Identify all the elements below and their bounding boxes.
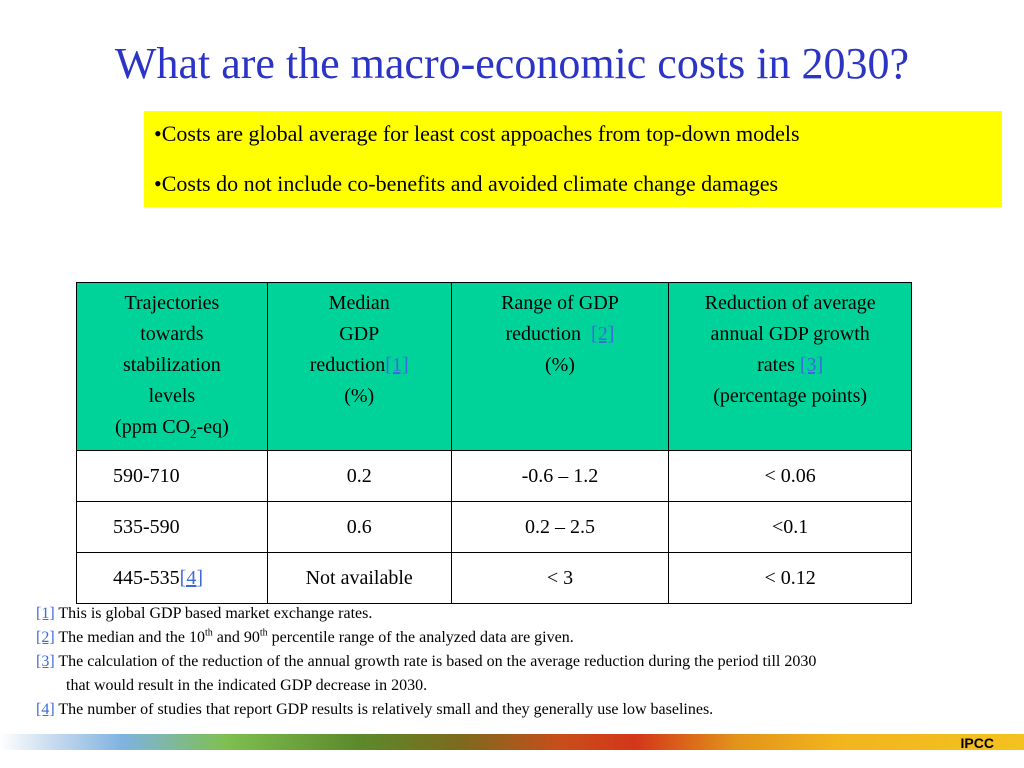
footnote-ref-4[interactable]: [4] <box>36 701 55 718</box>
footnotes: [1] This is global GDP based market exch… <box>36 602 816 722</box>
footer-color-bar <box>0 734 1024 750</box>
header-text: (percentage points) <box>713 385 868 407</box>
header-text: reduction[1] <box>309 354 409 376</box>
cell-level: 590-710 <box>76 450 268 502</box>
footnote-ref-3[interactable]: [3] <box>36 653 55 670</box>
header-trajectories: Trajectories towards stabilization level… <box>76 282 268 451</box>
header-text: GDP <box>339 323 380 345</box>
cell-level: 535-590 <box>76 501 268 553</box>
footnote-link-2[interactable]: [2] <box>591 323 615 345</box>
footnote-3-continued: that would result in the indicated GDP d… <box>66 677 428 694</box>
cell-range: -0.6 – 1.2 <box>450 450 670 502</box>
cell-range: 0.2 – 2.5 <box>450 501 670 553</box>
cost-table: Trajectories towards stabilization level… <box>76 282 912 604</box>
note-item: •Costs do not include co-benefits and av… <box>154 171 779 196</box>
header-text: Reduction of average <box>704 292 876 314</box>
header-text: Median <box>328 292 390 314</box>
header-text: rates [3] <box>757 354 824 376</box>
page-title: What are the macro-economic costs in 203… <box>114 39 910 88</box>
footnote-ref-1[interactable]: [1] <box>36 605 55 622</box>
footnote-1: [1] This is global GDP based market exch… <box>36 605 373 622</box>
footnote-4: [4] The number of studies that report GD… <box>36 701 714 718</box>
table-header-row: Trajectories towards stabilization level… <box>76 282 912 451</box>
header-text: Trajectories <box>124 292 220 314</box>
notes-box: •Costs are global average for least cost… <box>144 111 1002 207</box>
header-text: annual GDP growth <box>710 323 870 345</box>
cell-median: 0.6 <box>266 501 452 553</box>
header-text: stabilization <box>123 354 221 376</box>
cell-median: 0.2 <box>266 450 452 502</box>
footnote-ref-2[interactable]: [2] <box>36 629 55 646</box>
header-median-gdp-reduction: Median GDP reduction[1] (%) <box>266 282 452 451</box>
header-growth-rate-reduction: Reduction of average annual GDP growth r… <box>668 282 912 451</box>
cell-range: < 3 <box>450 552 670 604</box>
header-text: (%) <box>344 385 375 407</box>
cell-growth: < 0.06 <box>668 450 912 502</box>
header-text: (%) <box>544 354 575 376</box>
cell-median: Not available <box>266 552 452 604</box>
note-item: •Costs are global average for least cost… <box>154 121 800 146</box>
header-text: Range of GDP <box>501 292 619 314</box>
footnote-link-4[interactable]: [4] <box>179 566 203 589</box>
table-row: 445-535[4] Not available < 3 < 0.12 <box>76 552 912 604</box>
cell-growth: < 0.12 <box>668 552 912 604</box>
table-row: 535-590 0.6 0.2 – 2.5 <0.1 <box>76 501 912 553</box>
table-row: 590-710 0.2 -0.6 – 1.2 < 0.06 <box>76 450 912 502</box>
cell-growth: <0.1 <box>668 501 912 553</box>
header-range-gdp-reduction: Range of GDP reduction [2] (%) <box>450 282 670 451</box>
header-text: levels <box>148 385 196 407</box>
cell-level: 445-535[4] <box>76 552 268 604</box>
footnote-2: [2] The median and the 10th and 90th per… <box>36 627 574 646</box>
ipcc-logo-text: IPCC <box>960 735 994 751</box>
header-text: (ppm CO2-eq) <box>115 416 229 441</box>
footnote-link-1[interactable]: [1] <box>385 354 409 376</box>
header-text: towards <box>140 323 204 345</box>
header-text: reduction [2] <box>505 323 615 345</box>
footnote-link-3[interactable]: [3] <box>799 354 824 376</box>
footnote-3: [3] The calculation of the reduction of … <box>36 653 817 670</box>
